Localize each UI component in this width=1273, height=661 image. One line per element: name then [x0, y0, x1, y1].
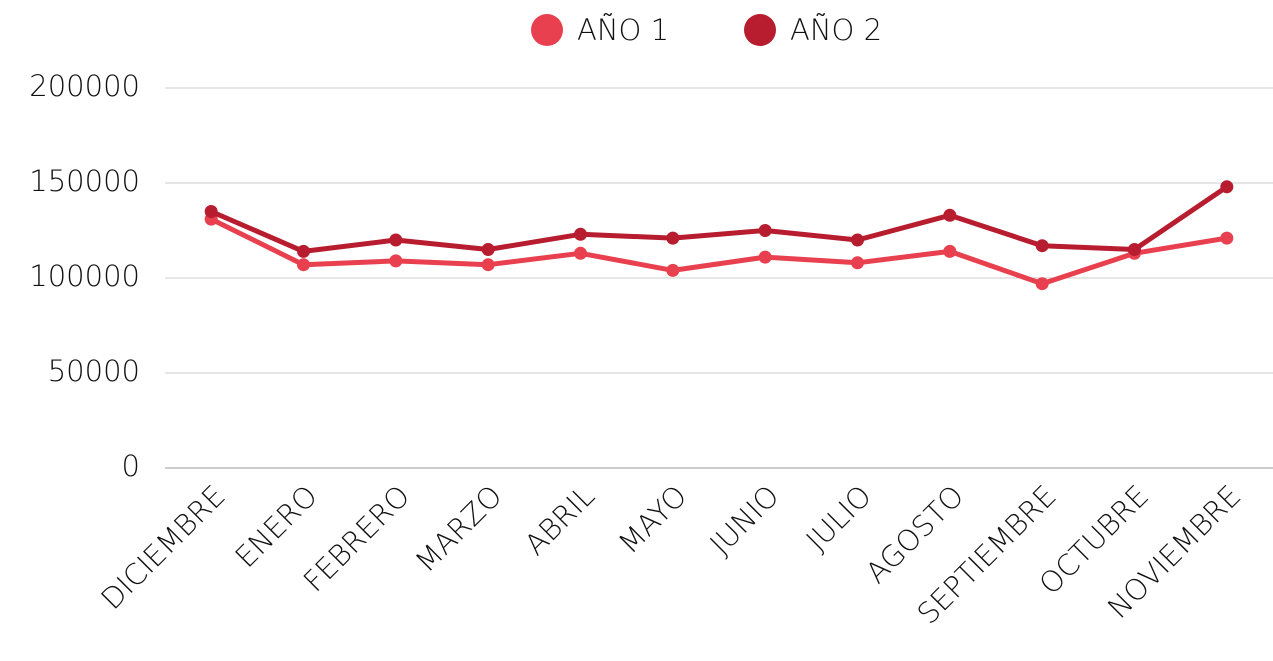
legend-swatch	[531, 14, 563, 46]
y-tick-label: 150000	[29, 164, 140, 198]
y-tick-label: 100000	[29, 259, 140, 293]
point	[851, 233, 864, 247]
point	[943, 244, 957, 258]
point	[666, 231, 680, 245]
point	[1220, 180, 1234, 194]
y-tick-label: 50000	[48, 354, 140, 388]
x-tick-label: JUNIO	[703, 479, 786, 562]
y-tick-label: 0	[122, 449, 140, 483]
series-line	[210, 216, 1228, 287]
point	[666, 263, 680, 277]
point	[481, 243, 495, 256]
legend-label: AÑO 1	[577, 13, 669, 47]
point	[574, 227, 587, 241]
x-tick-label: JULIO	[799, 479, 878, 558]
point	[481, 258, 495, 272]
point	[297, 244, 310, 258]
point	[1128, 243, 1141, 256]
point	[389, 233, 403, 247]
x-tick-label: MAYO	[612, 479, 694, 561]
point	[574, 246, 587, 260]
x-tick-label: MARZO	[409, 479, 509, 579]
legend-swatch	[744, 14, 776, 46]
point	[389, 254, 403, 268]
series-line	[210, 184, 1229, 254]
x-tick-label: ABRIL	[518, 479, 601, 562]
point	[758, 250, 772, 264]
legend-label: AÑO 2	[790, 13, 882, 47]
point	[1035, 277, 1049, 291]
point	[1220, 231, 1234, 245]
point	[1035, 239, 1049, 253]
point	[851, 256, 864, 270]
point	[943, 208, 957, 222]
point	[297, 258, 310, 272]
point	[204, 205, 218, 218]
y-tick-label: 200000	[29, 69, 140, 103]
x-tick-label: DICIEMBRE	[94, 479, 232, 617]
point	[758, 224, 772, 237]
